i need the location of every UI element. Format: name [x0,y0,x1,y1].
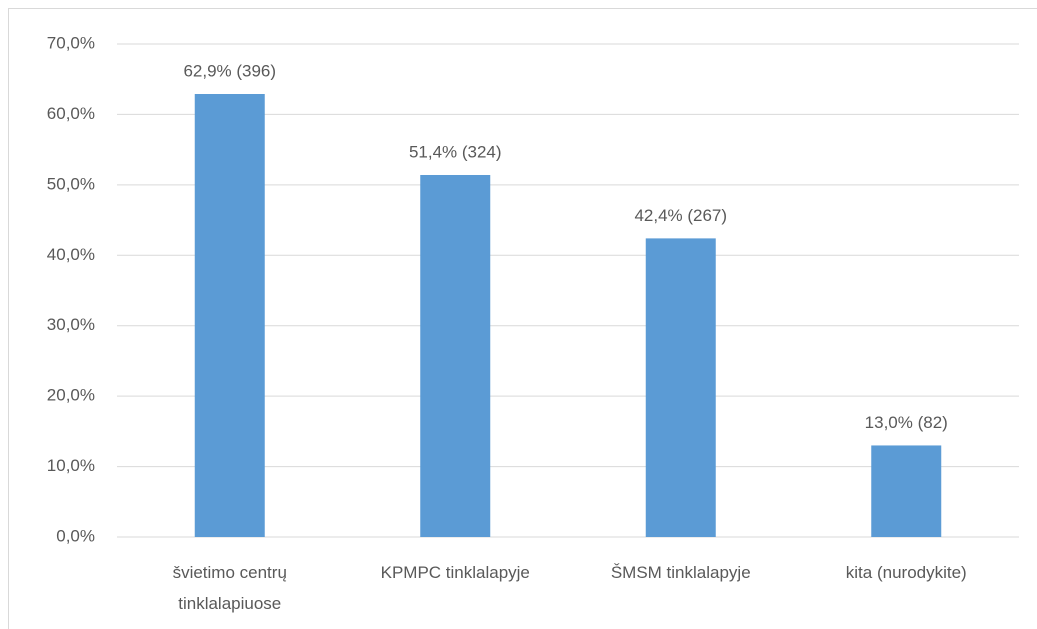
y-tick-label: 0,0% [56,526,95,545]
y-tick-label: 40,0% [47,245,95,264]
data-label: 62,9% (396) [183,61,276,80]
x-tick-label: švietimo centrų tinklalapiuose [172,563,287,613]
x-tick-label: ŠMSM tinklalapyje [610,563,751,582]
y-tick-label: 60,0% [47,104,95,123]
y-tick-label: 30,0% [47,315,95,334]
bar [645,238,716,537]
x-tick-label: KPMPC tinklalapyje [380,563,530,582]
x-tick-label: kita (nurodykite) [845,563,967,582]
data-label: 42,4% (267) [634,206,727,225]
y-tick-label: 70,0% [47,33,95,52]
bar [420,174,491,538]
data-label: 51,4% (324) [409,142,502,161]
chart-frame [8,8,1037,629]
bar [194,94,265,538]
y-tick-label: 20,0% [47,386,95,405]
data-label: 13,0% (82) [865,413,948,432]
y-tick-label: 10,0% [47,456,95,475]
y-tick-label: 50,0% [47,174,95,193]
bar [871,445,942,537]
